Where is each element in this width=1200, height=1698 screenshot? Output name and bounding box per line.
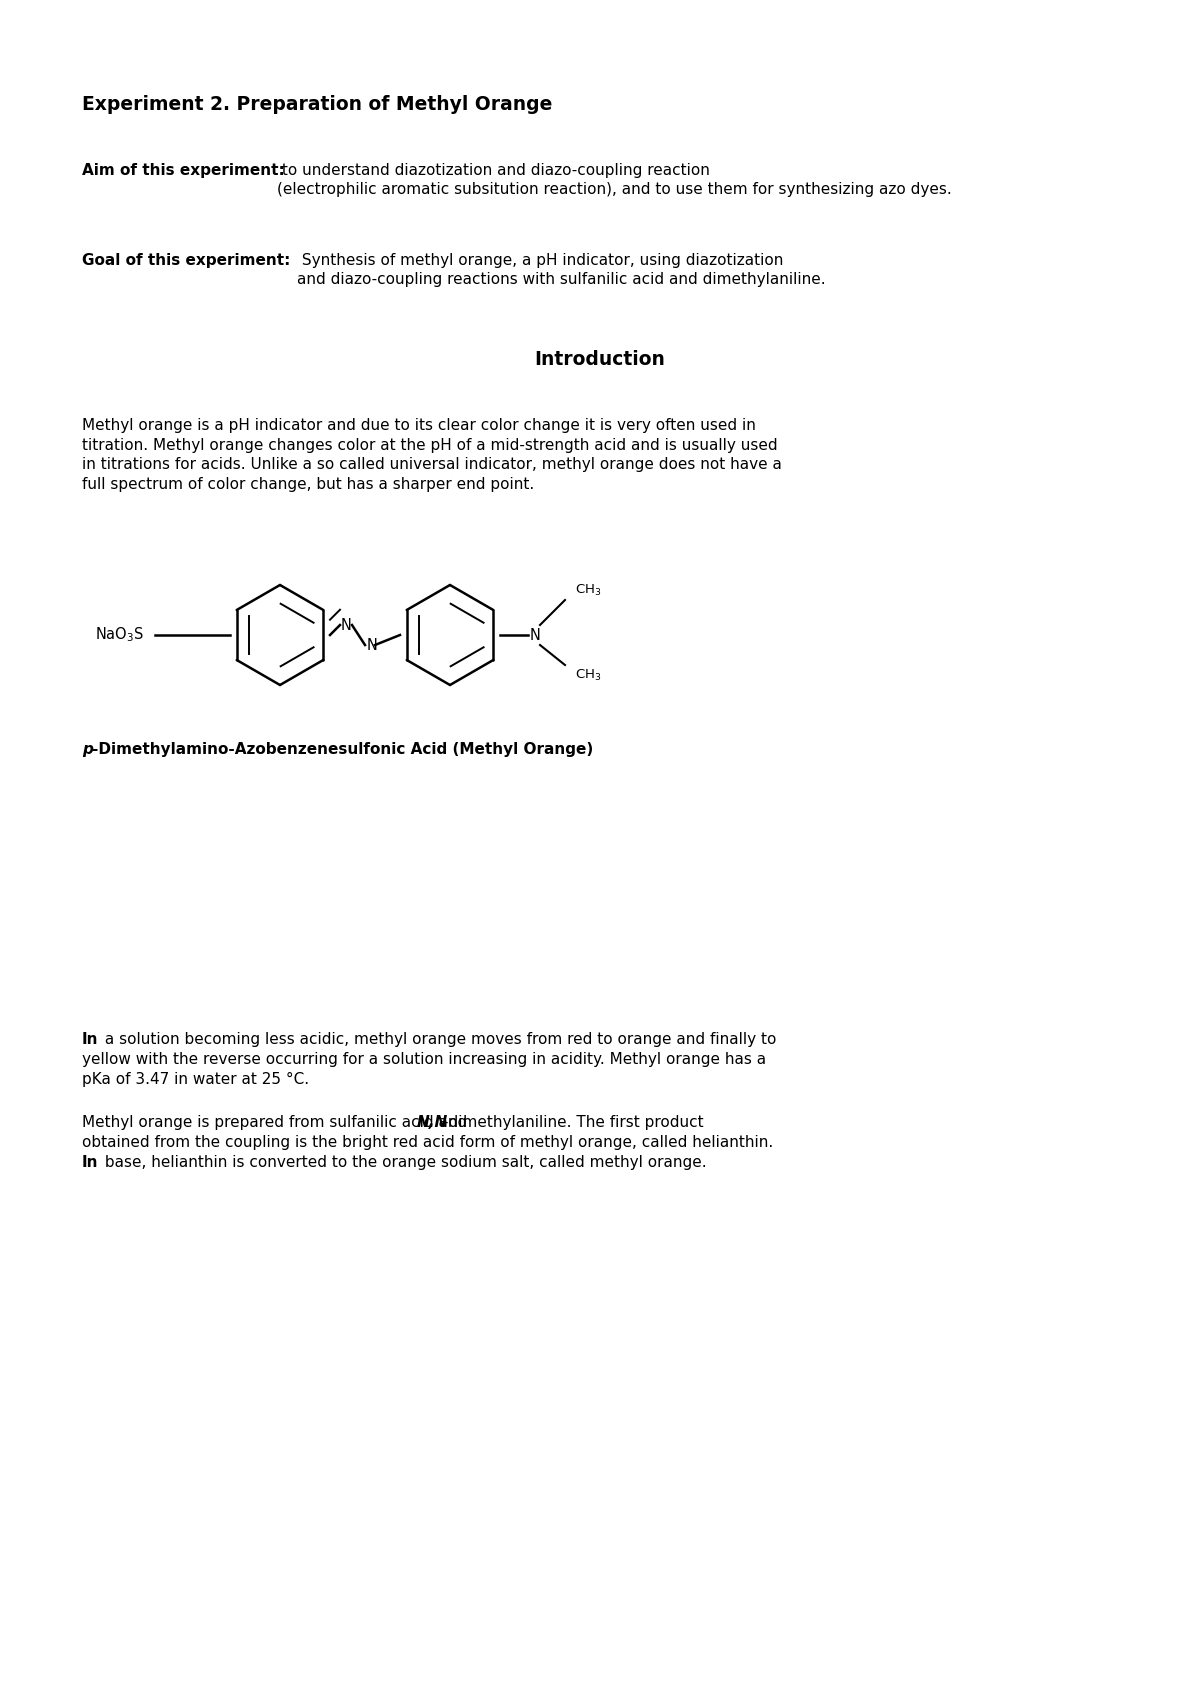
Text: -dimethylaniline. The first product: -dimethylaniline. The first product xyxy=(443,1116,703,1129)
Text: Introduction: Introduction xyxy=(534,350,666,368)
Text: In: In xyxy=(82,1155,98,1170)
Text: CH$_3$: CH$_3$ xyxy=(575,582,601,598)
Text: a solution becoming less acidic, methyl orange moves from red to orange and fina: a solution becoming less acidic, methyl … xyxy=(100,1032,776,1048)
Text: CH$_3$: CH$_3$ xyxy=(575,667,601,683)
Text: p: p xyxy=(82,742,92,757)
Text: obtained from the coupling is the bright red acid form of methyl orange, called : obtained from the coupling is the bright… xyxy=(82,1134,773,1150)
Text: In: In xyxy=(82,1032,98,1048)
Text: N: N xyxy=(529,628,540,642)
Text: N: N xyxy=(366,637,378,652)
Text: -Dimethylamino-Azobenzenesulfonic Acid (Methyl Orange): -Dimethylamino-Azobenzenesulfonic Acid (… xyxy=(92,742,593,757)
Text: Experiment 2. Preparation of Methyl Orange: Experiment 2. Preparation of Methyl Oran… xyxy=(82,95,552,114)
Text: Goal of this experiment:: Goal of this experiment: xyxy=(82,253,290,268)
Text: N: N xyxy=(341,618,352,632)
Text: Methyl orange is prepared from sulfanilic acid and: Methyl orange is prepared from sulfanili… xyxy=(82,1116,472,1129)
Text: N,N: N,N xyxy=(418,1116,449,1129)
Text: Synthesis of methyl orange, a pH indicator, using diazotization
and diazo-coupli: Synthesis of methyl orange, a pH indicat… xyxy=(298,253,826,287)
Text: to understand diazotization and diazo-coupling reaction
(electrophilic aromatic : to understand diazotization and diazo-co… xyxy=(277,163,952,197)
Text: Aim of this experiment:: Aim of this experiment: xyxy=(82,163,284,178)
Text: Methyl orange is a pH indicator and due to its clear color change it is very oft: Methyl orange is a pH indicator and due … xyxy=(82,418,782,492)
Text: NaO$_3$S: NaO$_3$S xyxy=(95,625,144,644)
Text: base, helianthin is converted to the orange sodium salt, called methyl orange.: base, helianthin is converted to the ora… xyxy=(100,1155,707,1170)
Text: pKa of 3.47 in water at 25 °C.: pKa of 3.47 in water at 25 °C. xyxy=(82,1071,310,1087)
Text: yellow with the reverse occurring for a solution increasing in acidity. Methyl o: yellow with the reverse occurring for a … xyxy=(82,1053,766,1066)
